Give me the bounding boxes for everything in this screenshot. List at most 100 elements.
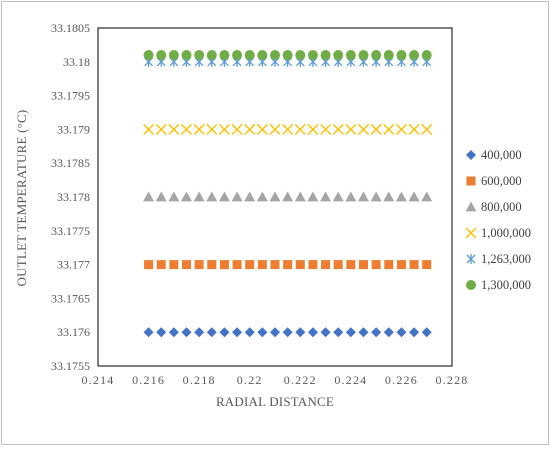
data-point	[409, 327, 420, 338]
data-point	[358, 50, 369, 61]
data-point	[370, 123, 382, 135]
series-diamond	[143, 327, 432, 338]
data-point	[358, 327, 369, 338]
data-point	[370, 191, 382, 202]
y-axis-ticks: 33.1805 33.18 33.1795 33.179 33.1785 33.178 33…	[51, 21, 90, 373]
data-point	[168, 327, 179, 338]
data-point	[256, 123, 268, 135]
data-point	[409, 50, 420, 61]
legend-label: 1,300,000	[481, 278, 531, 292]
data-point	[383, 123, 395, 135]
data-point	[333, 50, 344, 61]
data-point	[218, 191, 230, 202]
data-point	[371, 50, 382, 61]
data-point	[282, 50, 293, 61]
data-point	[206, 123, 218, 135]
data-point	[219, 327, 230, 338]
plot-area	[97, 27, 453, 367]
data-point	[168, 191, 180, 202]
data-point	[408, 191, 420, 202]
legend-label: 800,000	[481, 200, 522, 214]
data-point	[155, 191, 167, 202]
x-tick-label: 0.222	[284, 373, 317, 387]
y-tick-label: 33.1785	[51, 156, 90, 170]
y-tick-label: 33.18	[63, 55, 90, 69]
data-point	[206, 50, 217, 61]
data-point	[320, 327, 331, 338]
data-point	[181, 123, 192, 135]
legend-item: 400,000	[466, 148, 522, 162]
legend-marker	[466, 280, 476, 290]
data-point	[395, 123, 407, 135]
data-point	[371, 260, 381, 270]
data-point	[181, 327, 192, 338]
data-point	[345, 191, 357, 202]
data-point	[193, 123, 205, 135]
data-point	[143, 191, 155, 202]
data-point	[359, 260, 368, 270]
y-tick-label: 33.179	[57, 122, 90, 136]
data-point	[194, 327, 205, 338]
data-point	[345, 123, 357, 135]
data-point	[206, 191, 218, 202]
data-point	[307, 191, 319, 202]
data-point	[383, 50, 394, 61]
data-point	[320, 191, 332, 202]
data-point	[396, 50, 407, 61]
data-point	[371, 327, 382, 338]
x-tick-label: 0.214	[82, 373, 115, 387]
data-point	[206, 327, 217, 338]
data-point	[307, 327, 318, 338]
y-tick-label: 33.1775	[51, 224, 90, 238]
data-point	[270, 327, 280, 338]
legend-marker	[465, 201, 477, 212]
data-point	[194, 50, 205, 61]
data-point	[168, 50, 179, 61]
data-point	[244, 123, 256, 135]
legend-item: 1,263,000	[466, 252, 531, 266]
data-point	[207, 260, 217, 270]
data-point	[231, 123, 243, 135]
data-point	[320, 50, 331, 61]
series-triangle	[143, 191, 433, 202]
data-point	[232, 50, 243, 61]
legend-item: 800,000	[465, 200, 522, 214]
data-point	[320, 123, 332, 135]
data-point	[156, 50, 167, 61]
legend-item: 1,300,000	[466, 278, 531, 292]
data-point	[244, 50, 255, 61]
data-point	[307, 123, 319, 135]
data-point	[396, 327, 407, 338]
data-point	[345, 50, 356, 61]
data-point	[156, 327, 167, 338]
x-tick-label: 0.22	[237, 373, 263, 387]
data-point	[345, 327, 356, 338]
data-point	[181, 191, 192, 202]
legend-marker	[466, 150, 476, 160]
series-circle	[143, 50, 432, 61]
data-points	[143, 50, 433, 338]
data-point	[231, 191, 243, 202]
data-point	[282, 327, 293, 338]
data-point	[194, 260, 204, 270]
data-point	[333, 260, 343, 270]
series-x	[143, 123, 433, 135]
data-point	[295, 260, 305, 270]
data-point	[295, 50, 306, 61]
legend-label: 600,000	[481, 174, 522, 188]
data-point	[332, 191, 344, 202]
data-point	[282, 123, 294, 135]
x-axis-ticks: 0.214 0.216 0.218 0.22 0.222 0.224 0.226 0.228	[82, 373, 468, 387]
data-point	[257, 260, 267, 270]
x-tick-label: 0.218	[183, 373, 216, 387]
data-point	[232, 260, 242, 270]
x-axis-title: RADIAL DISTANCE	[216, 394, 334, 409]
data-point	[422, 260, 432, 270]
data-point	[182, 260, 191, 270]
data-point	[421, 327, 432, 338]
legend: 400,000 600,000 800,000 1,000,000 1,263,000 1…	[465, 148, 531, 292]
data-point	[256, 191, 268, 202]
data-point	[181, 50, 192, 61]
